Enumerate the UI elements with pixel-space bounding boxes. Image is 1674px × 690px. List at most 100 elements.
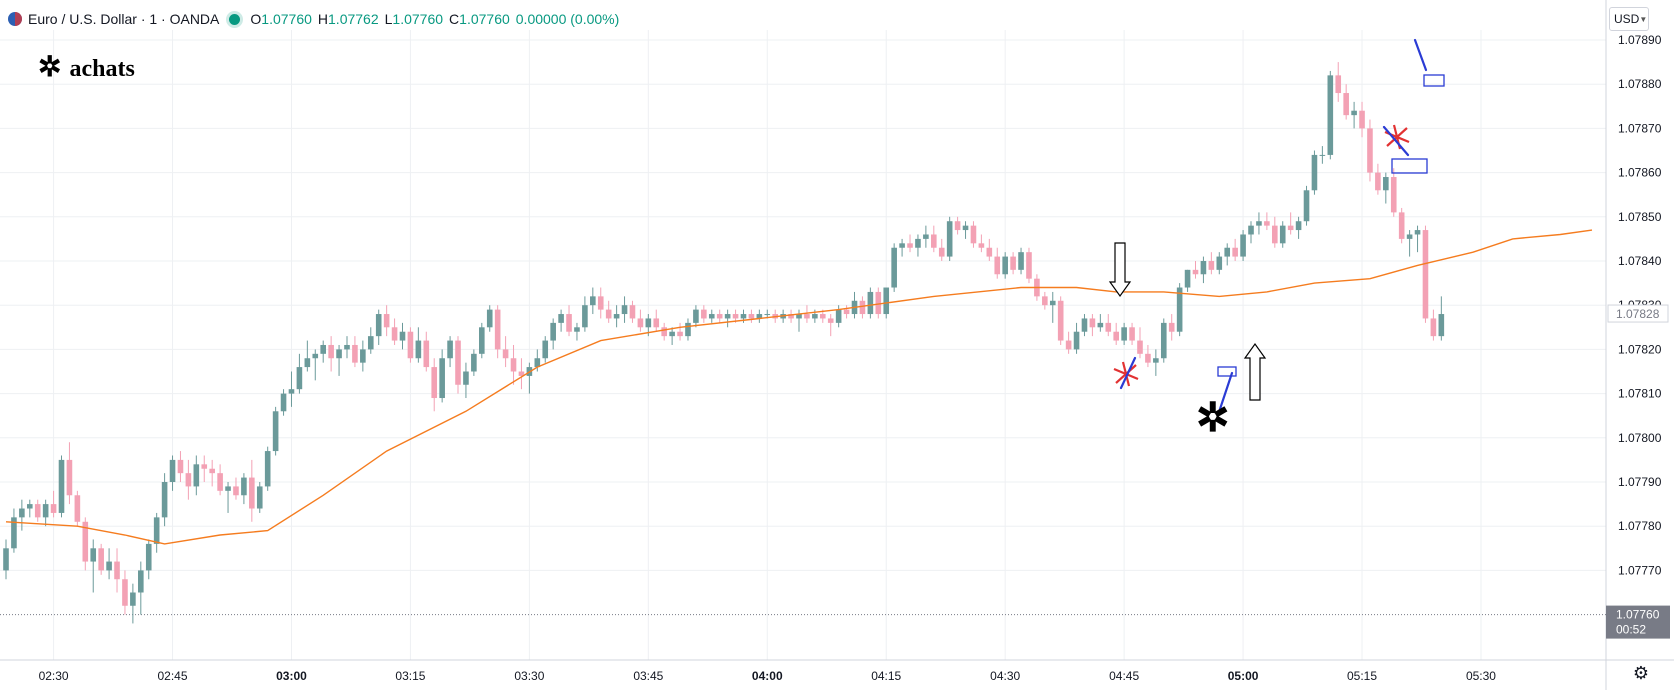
- candle: [1208, 252, 1215, 275]
- candle: [177, 451, 184, 482]
- candle: [439, 349, 445, 403]
- candle-body: [1160, 322, 1167, 359]
- candle: [867, 287, 874, 319]
- candle: [1303, 185, 1310, 226]
- entry-box-3[interactable]: [1423, 74, 1445, 87]
- entry-box-2[interactable]: [1391, 158, 1428, 174]
- candle-body: [1200, 261, 1207, 275]
- gear-icon[interactable]: ⚙: [1632, 663, 1650, 683]
- candle: [479, 322, 485, 359]
- candle-body: [1089, 318, 1096, 328]
- candle-body: [138, 570, 144, 593]
- candle-body: [42, 504, 49, 518]
- candle: [399, 322, 406, 350]
- buy-arrow-up[interactable]: [1243, 342, 1267, 401]
- candle: [677, 322, 683, 341]
- candle: [3, 539, 9, 580]
- candle-body: [399, 331, 406, 341]
- candle-body: [1351, 110, 1357, 116]
- candle: [701, 305, 707, 323]
- candle: [1089, 314, 1096, 337]
- last-price-tag: [1606, 605, 1670, 639]
- sell-arrow-down[interactable]: [1108, 242, 1132, 298]
- pen-stroke-3[interactable]: [1382, 125, 1410, 157]
- candle: [225, 482, 231, 513]
- candle-body: [859, 300, 866, 315]
- candle: [161, 473, 168, 527]
- candle-body: [19, 508, 25, 518]
- chart-legend: Euro / U.S. Dollar · 1 · OANDA O 1.07760 …: [8, 8, 619, 30]
- candle: [875, 287, 882, 319]
- candle: [455, 336, 461, 394]
- candle-body: [1184, 269, 1191, 288]
- candle: [209, 459, 215, 487]
- buy-star-annotation[interactable]: ✲: [1196, 395, 1230, 440]
- candle-body: [280, 393, 287, 412]
- candle-body: [1375, 172, 1381, 191]
- candle: [605, 300, 612, 323]
- currency-selector[interactable]: USD ▼: [1609, 7, 1649, 31]
- candle: [637, 309, 644, 332]
- candle-body: [915, 238, 921, 248]
- candle-body: [26, 504, 33, 509]
- candle-body: [970, 225, 977, 244]
- candle-body: [574, 327, 580, 332]
- candle-body: [1121, 327, 1127, 341]
- candle-body: [835, 309, 842, 323]
- price-tick-label: 1.07780: [1618, 519, 1662, 533]
- time-tick-label: 04:15: [871, 669, 901, 683]
- candle: [804, 305, 810, 323]
- candle-body: [1264, 221, 1270, 226]
- candle: [106, 548, 112, 580]
- candle: [1272, 216, 1278, 248]
- candle: [494, 305, 501, 359]
- ema-line[interactable]: [5, 229, 1593, 545]
- candle: [74, 490, 81, 527]
- entry-box-1[interactable]: [1217, 366, 1237, 377]
- symbol-title[interactable]: Euro / U.S. Dollar · 1 · OANDA: [28, 11, 220, 27]
- candle: [1390, 168, 1397, 217]
- ema-price-tag: [1607, 304, 1669, 323]
- candle: [1137, 327, 1143, 359]
- candle-body: [716, 314, 723, 319]
- candle-body: [764, 314, 771, 316]
- candle: [685, 318, 691, 341]
- candle-body: [788, 314, 794, 319]
- market-open-status-icon[interactable]: [229, 13, 241, 25]
- candle-body: [264, 451, 271, 487]
- candle-body: [645, 318, 652, 328]
- pen-stroke-4[interactable]: [1413, 38, 1428, 72]
- candle: [827, 314, 834, 337]
- candle: [748, 309, 755, 323]
- candle: [1192, 261, 1199, 279]
- candle: [375, 309, 382, 345]
- time-tick-label: 04:30: [990, 669, 1020, 683]
- candle: [1002, 252, 1008, 279]
- candle: [304, 340, 311, 372]
- candle-body: [899, 243, 905, 248]
- candle: [288, 371, 295, 407]
- pen-stroke-2[interactable]: [1217, 371, 1234, 414]
- price-tick-label: 1.07790: [1618, 475, 1662, 489]
- candle-body: [796, 314, 802, 319]
- exit-cross-marker-1[interactable]: [1113, 361, 1139, 387]
- candle-body: [114, 561, 120, 580]
- candle-body: [439, 358, 445, 399]
- candle: [391, 318, 398, 345]
- candle-body: [502, 349, 509, 359]
- candle: [423, 331, 430, 372]
- candle-body: [1097, 322, 1104, 328]
- candle: [1160, 318, 1167, 363]
- price-tick-label: 1.07890: [1618, 33, 1662, 47]
- candle: [98, 543, 104, 575]
- candle: [233, 477, 239, 500]
- candle-body: [328, 344, 334, 359]
- achats-annotation[interactable]: ✲ achats: [38, 50, 135, 84]
- candle-body: [106, 561, 112, 571]
- candle: [1438, 296, 1445, 341]
- time-tick-label: 04:45: [1109, 669, 1139, 683]
- candle: [1343, 84, 1349, 120]
- pen-stroke-1[interactable]: [1119, 356, 1137, 390]
- candle-body: [938, 247, 945, 257]
